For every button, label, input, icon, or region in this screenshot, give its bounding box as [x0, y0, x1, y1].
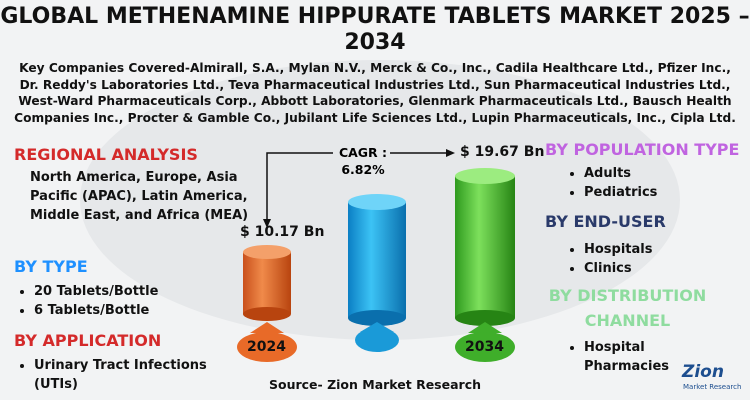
list-item: Urinary Tract Infections (UTIs) — [34, 356, 234, 394]
heading: BY APPLICATION — [14, 331, 162, 350]
logo: Zion — [682, 362, 724, 382]
heading: REGIONAL ANALYSIS — [14, 145, 198, 164]
list-item: Clinics — [584, 259, 653, 278]
cagr: CAGR : 6.82% — [338, 145, 388, 177]
companies: Key Companies Covered-Almirall, S.A., My… — [14, 61, 736, 125]
list-item: Pediatrics — [584, 183, 657, 202]
source: Source- Zion Market Research — [268, 377, 482, 392]
year: 2034 — [465, 339, 504, 355]
end-value: $ 19.67 Bn — [460, 144, 545, 160]
list: HospitalsClinics — [560, 240, 653, 278]
heading: BY DISTRIBUTION CHANNEL — [548, 286, 707, 330]
list-item: 6 Tablets/Bottle — [34, 301, 158, 320]
list-item: Hospital Pharmacies — [584, 338, 684, 376]
list-item: Adults — [584, 164, 657, 183]
list-item: Hospitals — [584, 240, 653, 259]
heading: BY END-USER — [545, 212, 666, 231]
regional-text: North America, Europe, Asia Pacific (APA… — [30, 170, 249, 223]
heading: BY TYPE — [14, 257, 88, 276]
year: 2024 — [247, 339, 286, 355]
logo-sub: Market Research — [683, 383, 742, 391]
list: Hospital Pharmacies — [560, 338, 684, 376]
list: 20 Tablets/Bottle6 Tablets/Bottle — [10, 282, 158, 320]
start-value: $ 10.17 Bn — [240, 224, 325, 240]
list-item: 20 Tablets/Bottle — [34, 282, 158, 301]
heading: BY POPULATION TYPE — [545, 140, 740, 159]
title: GLOBAL METHENAMINE HIPPURATE TABLETS MAR… — [0, 4, 750, 55]
list: Urinary Tract Infections (UTIs) — [10, 356, 234, 394]
list: AdultsPediatrics — [560, 164, 657, 202]
